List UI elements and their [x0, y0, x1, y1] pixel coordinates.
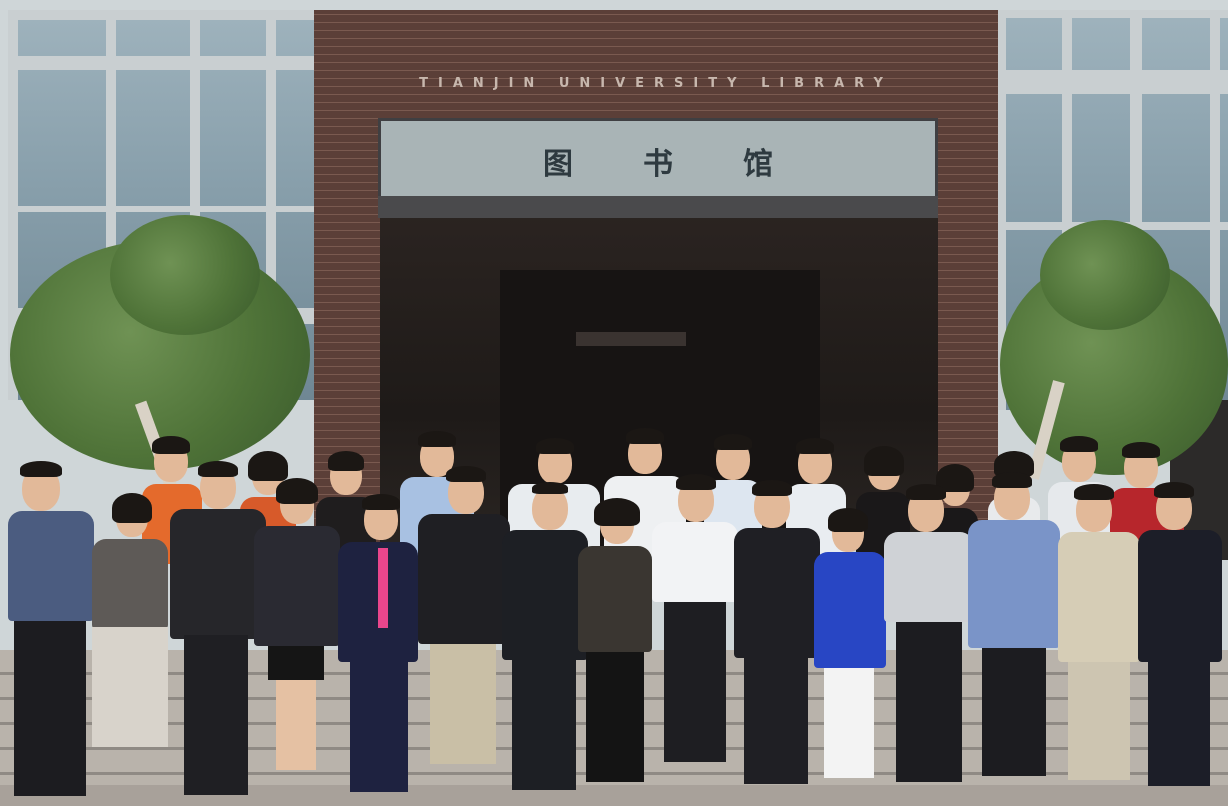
building-sign-latin: TIANJIN UNIVERSITY LIBRARY	[419, 76, 893, 91]
plaza-pavement	[0, 785, 1228, 806]
canopy-fascia	[378, 196, 938, 218]
entrance-canopy: 图书馆	[378, 118, 938, 210]
left-tree-crown	[110, 215, 260, 335]
building-sign-cjk: 图书馆	[543, 147, 843, 182]
right-tree-crown	[1040, 220, 1170, 330]
